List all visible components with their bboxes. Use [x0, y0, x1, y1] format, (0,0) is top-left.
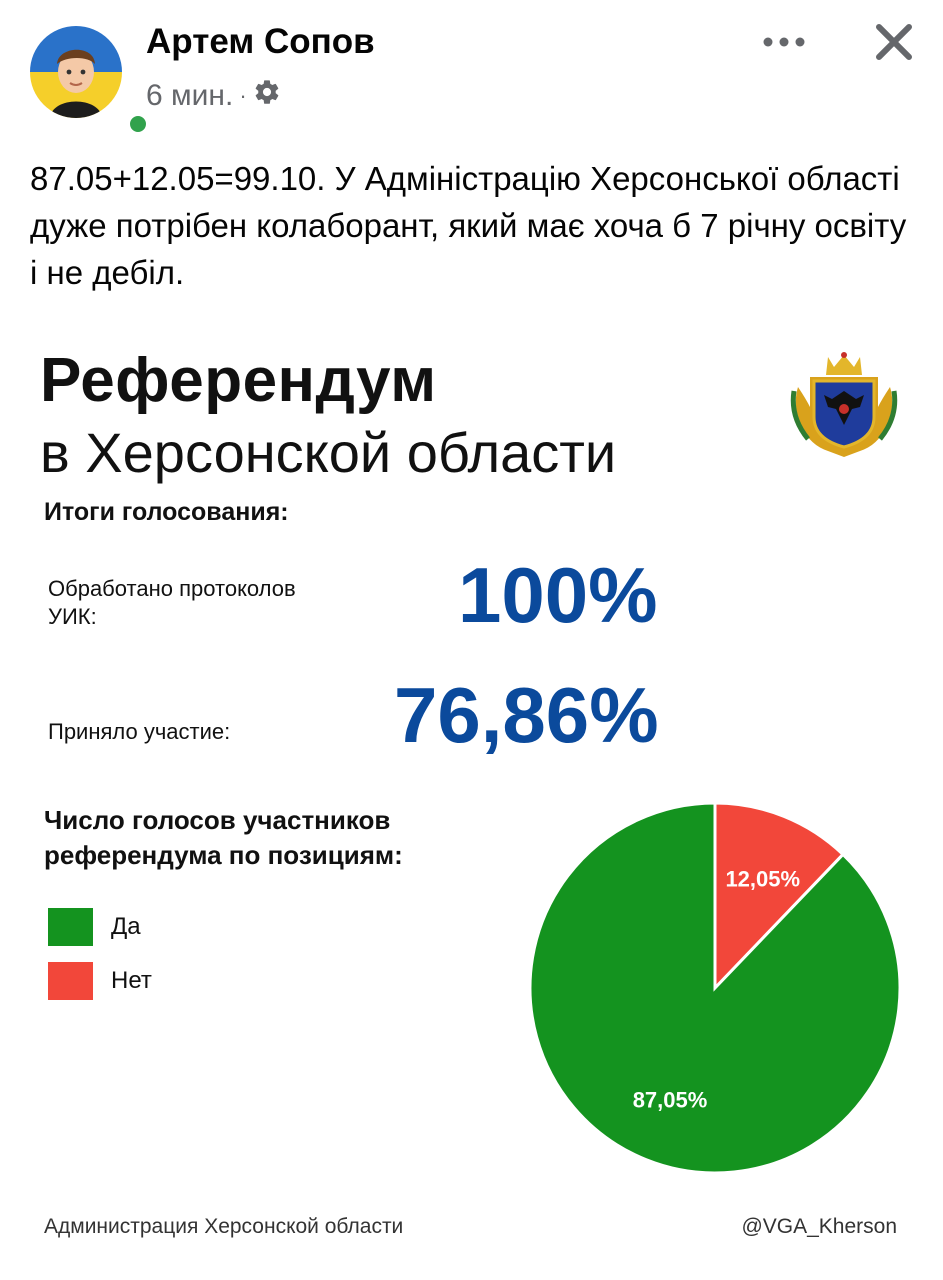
legend-swatch-no	[48, 962, 93, 1000]
post-meta: 6 мин. ·	[146, 78, 281, 114]
footer-handle: @VGA_Kherson	[741, 1215, 897, 1238]
online-status-indicator	[126, 112, 150, 136]
results-heading: Итоги голосования:	[44, 498, 289, 526]
coat-of-arms-icon	[790, 352, 898, 457]
footer-source: Администрация Херсонской области	[44, 1215, 404, 1238]
pie-label-no: 12,05%	[725, 867, 800, 892]
legend-label-yes: Да	[111, 913, 141, 940]
more-options-button[interactable]	[758, 22, 810, 62]
legend-swatch-yes	[48, 908, 93, 946]
infographic-title: Референдум	[40, 346, 437, 415]
avatar[interactable]	[30, 26, 150, 136]
post-text: 87.05+12.05=99.10. У Адміністрацію Херсо…	[30, 160, 907, 291]
pie-slice-yes	[530, 803, 900, 1173]
post-image[interactable]: Референдум в Херсонской области Итоги го…	[0, 325, 943, 1280]
more-dots-icon	[763, 37, 805, 47]
participation-label: Приняло участие:	[48, 719, 231, 744]
pie-chart: 12,05% 87,05%	[530, 803, 900, 1173]
author-name[interactable]: Артем Сопов	[146, 22, 375, 61]
pie-slice-no	[713, 803, 846, 992]
participation-value: 76,86%	[394, 671, 659, 759]
close-icon	[876, 24, 912, 60]
pie-label-yes: 87,05%	[633, 1088, 708, 1113]
processed-value: 100%	[458, 551, 658, 639]
close-button[interactable]	[868, 18, 920, 66]
legend-item-yes: Да	[48, 908, 141, 946]
processed-label: Обработано протоколов УИК:	[48, 576, 296, 629]
infographic-subtitle: в Херсонской области	[40, 421, 617, 484]
avatar-image	[30, 26, 122, 118]
legend-item-no: Нет	[48, 962, 152, 1000]
legend-label-no: Нет	[111, 967, 152, 994]
gear-icon[interactable]	[253, 78, 281, 114]
post-time[interactable]: 6 мин.	[146, 79, 234, 112]
chart-title: Число голосов участников референдума по …	[44, 805, 403, 870]
meta-separator: ·	[239, 83, 247, 108]
